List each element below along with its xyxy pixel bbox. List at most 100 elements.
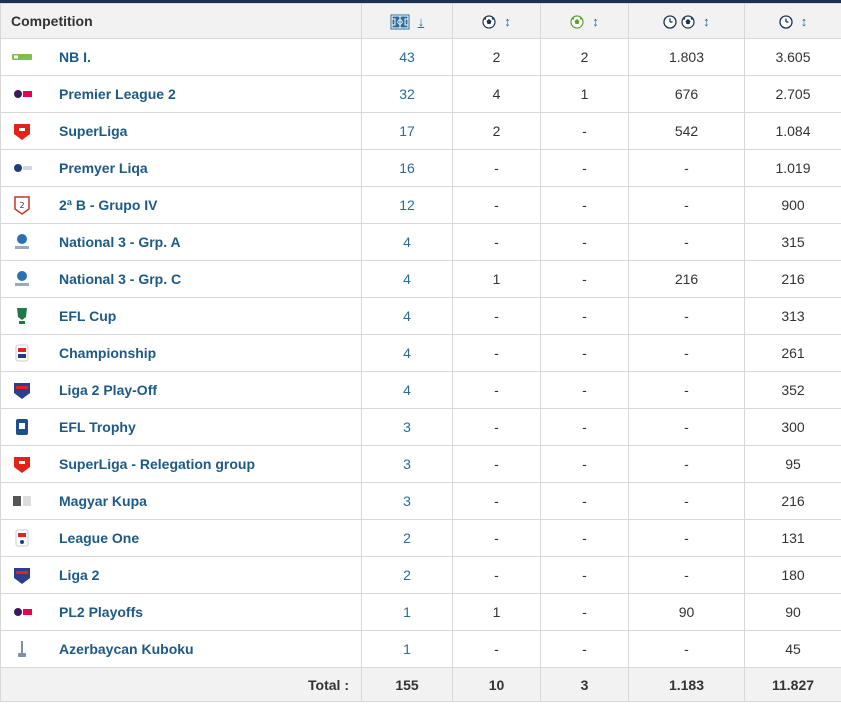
table-row: SuperLiga - Relegation group 3- - -95 xyxy=(0,445,841,483)
assists-cell: - xyxy=(540,149,629,187)
appearances-cell[interactable]: 4 xyxy=(361,260,453,298)
minutes-per-goal-cell: - xyxy=(628,149,745,187)
appearances-cell[interactable]: 2 xyxy=(361,556,453,594)
assists-cell: - xyxy=(540,408,629,446)
table-row: 2 2ª B - Grupo IV 12- - -900 xyxy=(0,186,841,224)
sort-icon[interactable]: ↕ xyxy=(592,14,599,30)
competition-cell: National 3 - Grp. A xyxy=(0,223,362,261)
competition-link[interactable]: SuperLiga xyxy=(59,123,128,139)
goals-cell: - xyxy=(452,630,541,668)
appearances-cell[interactable]: 3 xyxy=(361,482,453,520)
minutes-played-cell: 90 xyxy=(744,593,841,631)
goals-cell: - xyxy=(452,223,541,261)
appearances-cell[interactable]: 2 xyxy=(361,519,453,557)
table-row: EFL Trophy 3- - -300 xyxy=(0,408,841,446)
appearances-cell[interactable]: 12 xyxy=(361,186,453,224)
goals-cell: 2 xyxy=(452,112,541,150)
goals-cell: - xyxy=(452,149,541,187)
competition-link[interactable]: NB I. xyxy=(59,49,91,65)
competition-link[interactable]: League One xyxy=(59,530,140,546)
league-one-logo-icon xyxy=(15,529,29,547)
competition-cell: NB I. xyxy=(0,38,362,76)
sort-desc-icon[interactable]: ↓ xyxy=(417,14,425,30)
azerbaycan-kuboku-logo-icon xyxy=(18,641,26,657)
competition-cell: EFL Cup xyxy=(0,297,362,335)
minutes-per-goal-cell: - xyxy=(628,556,745,594)
competition-link[interactable]: Liga 2 Play-Off xyxy=(59,382,158,398)
appearances-cell[interactable]: 3 xyxy=(361,408,453,446)
competition-link[interactable]: Premier League 2 xyxy=(59,86,176,102)
liga2-logo-icon xyxy=(14,568,30,584)
total-goals: 10 xyxy=(452,667,541,702)
sort-icon[interactable]: ↕ xyxy=(703,14,710,30)
appearances-cell[interactable]: 32 xyxy=(361,75,453,113)
competition-link[interactable]: National 3 - Grp. A xyxy=(59,234,181,250)
goals-cell: - xyxy=(452,297,541,335)
goals-cell: - xyxy=(452,482,541,520)
minutes-per-goal-cell: - xyxy=(628,223,745,261)
competition-link[interactable]: National 3 - Grp. C xyxy=(59,271,182,287)
appearances-cell[interactable]: 4 xyxy=(361,334,453,372)
table-row: Liga 2 2- - -180 xyxy=(0,556,841,594)
top-border xyxy=(0,0,841,3)
competition-link[interactable]: Magyar Kupa xyxy=(59,493,147,509)
minutes-played-cell: 313 xyxy=(744,297,841,335)
appearances-cell[interactable]: 1 xyxy=(361,593,453,631)
appearances-cell[interactable]: 16 xyxy=(361,149,453,187)
appearances-cell[interactable]: 1 xyxy=(361,630,453,668)
minutes-per-goal-cell: - xyxy=(628,297,745,335)
competition-cell: EFL Trophy xyxy=(0,408,362,446)
appearances-cell[interactable]: 17 xyxy=(361,112,453,150)
assists-cell: - xyxy=(540,112,629,150)
assist-ball-icon xyxy=(570,15,584,29)
goals-cell: 1 xyxy=(452,260,541,298)
assists-cell: - xyxy=(540,445,629,483)
competition-link[interactable]: Championship xyxy=(59,345,157,361)
efl-trophy-logo-icon xyxy=(16,419,28,435)
competition-link[interactable]: EFL Cup xyxy=(59,308,117,324)
competition-cell: SuperLiga xyxy=(0,112,362,150)
sort-icon[interactable]: ↕ xyxy=(800,14,808,30)
assists-header[interactable]: ↕ xyxy=(540,3,629,39)
competition-stats-table: Competition ↓ ↕ xyxy=(0,3,841,702)
competition-link[interactable]: Liga 2 xyxy=(59,567,100,583)
competition-link[interactable]: SuperLiga - Relegation group xyxy=(59,456,256,472)
competition-link[interactable]: 2ª B - Grupo IV xyxy=(59,197,158,213)
appearances-cell[interactable]: 43 xyxy=(361,38,453,76)
minutes-played-cell: 315 xyxy=(744,223,841,261)
minutes-played-cell: 45 xyxy=(744,630,841,668)
minutes-played-cell: 216 xyxy=(744,482,841,520)
assists-cell: 1 xyxy=(540,75,629,113)
appearances-cell[interactable]: 4 xyxy=(361,223,453,261)
total-minutes-played: 11.827 xyxy=(744,667,841,702)
goals-cell: - xyxy=(452,519,541,557)
competition-link[interactable]: Azerbaycan Kuboku xyxy=(59,641,194,657)
minutes-per-goal-cell: - xyxy=(628,371,745,409)
minutes-played-header[interactable]: ↕ xyxy=(744,3,841,39)
pl2-logo-icon xyxy=(14,90,32,98)
table-row: PL2 Playoffs 1 1-90 90 xyxy=(0,593,841,631)
table-header-row: Competition ↓ ↕ xyxy=(0,3,841,39)
svg-text:2: 2 xyxy=(19,201,24,210)
table-row: Azerbaycan Kuboku 1- - -45 xyxy=(0,630,841,668)
clock-icon xyxy=(779,15,793,29)
competition-link[interactable]: PL2 Playoffs xyxy=(59,604,144,620)
total-minutes-per-goal: 1.183 xyxy=(628,667,745,702)
sort-icon[interactable]: ↕ xyxy=(504,14,511,30)
goals-cell: - xyxy=(452,408,541,446)
assists-cell: - xyxy=(540,593,629,631)
assists-cell: - xyxy=(540,482,629,520)
competition-link[interactable]: Premyer Liqa xyxy=(59,160,148,176)
minutes-per-goal-header[interactable]: ↕ xyxy=(628,3,745,39)
goals-header[interactable]: ↕ xyxy=(452,3,541,39)
goals-cell: 1 xyxy=(452,593,541,631)
table-row: National 3 - Grp. C 4 1-216 216 xyxy=(0,260,841,298)
table-row: EFL Cup 4- - -313 xyxy=(0,297,841,335)
appearances-cell[interactable]: 4 xyxy=(361,297,453,335)
appearances-cell[interactable]: 4 xyxy=(361,371,453,409)
segunda-b-logo-icon: 2 xyxy=(14,196,30,215)
competition-link[interactable]: EFL Trophy xyxy=(59,419,136,435)
appearances-cell[interactable]: 3 xyxy=(361,445,453,483)
goals-cell: 2 xyxy=(452,38,541,76)
appearances-header[interactable]: ↓ xyxy=(361,3,453,39)
